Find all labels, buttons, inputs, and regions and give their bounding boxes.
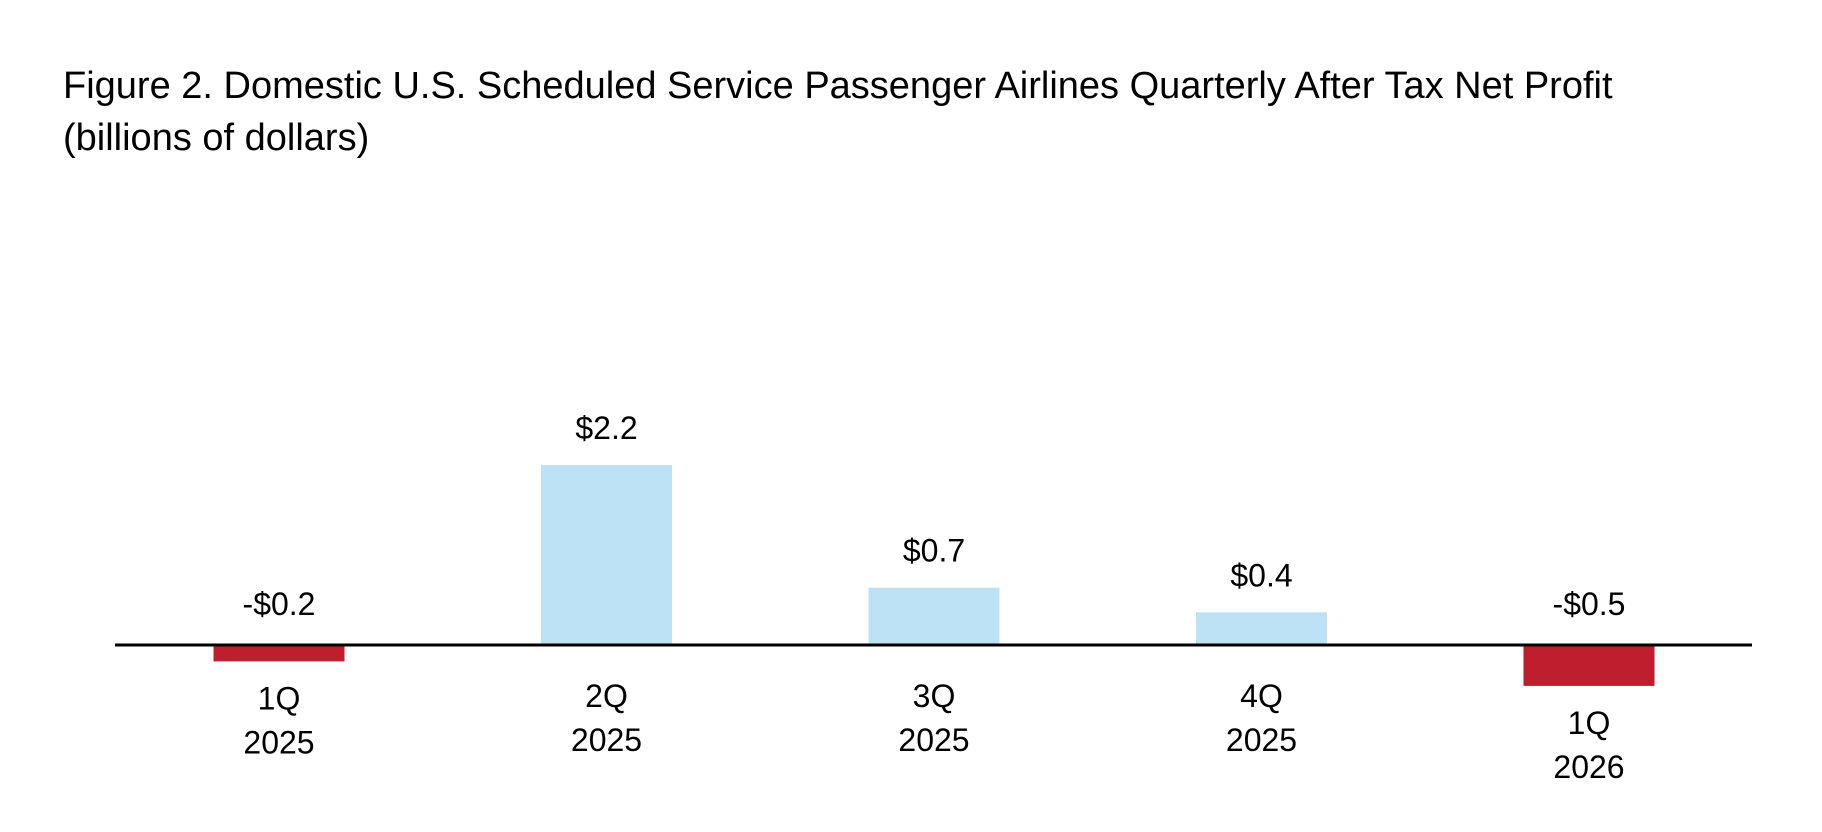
category-tick-label: 2Q xyxy=(585,678,628,714)
category-tick-label: 2026 xyxy=(1553,749,1624,785)
bar xyxy=(1196,612,1327,645)
data-label: $2.2 xyxy=(575,410,637,446)
category-tick-label: 2025 xyxy=(571,722,642,758)
category-tick-label: 3Q xyxy=(913,678,956,714)
category-tick-label: 2025 xyxy=(243,724,314,760)
category-tick-label: 2025 xyxy=(1226,722,1297,758)
data-label: $0.7 xyxy=(903,533,965,569)
data-label-group: -$0.2 $2.2 $0.7 $0.4 -$0.5 xyxy=(243,410,1626,622)
category-tick-label: 4Q xyxy=(1240,678,1283,714)
bar-group xyxy=(213,465,1655,686)
data-label: -$0.2 xyxy=(243,586,316,622)
bar xyxy=(868,587,1000,645)
chart-title-text: Figure 2. Domestic U.S. Scheduled Servic… xyxy=(63,65,1613,107)
category-tick-label: 1Q xyxy=(258,680,301,716)
category-label-group: 1Q 2025 2Q 2025 3Q 2025 4Q 2025 1Q 2026 xyxy=(243,678,1624,785)
category-tick-label: 1Q xyxy=(1568,705,1611,741)
chart-title: Figure 2. Domestic U.S. Scheduled Servic… xyxy=(63,60,1783,164)
bar xyxy=(1523,645,1655,686)
chart-subtitle-text: (billions of dollars) xyxy=(63,117,370,159)
data-label: -$0.5 xyxy=(1553,586,1626,622)
bar xyxy=(541,465,672,645)
bar xyxy=(213,645,345,662)
category-tick-label: 2025 xyxy=(898,722,969,758)
data-label: $0.4 xyxy=(1230,557,1292,593)
